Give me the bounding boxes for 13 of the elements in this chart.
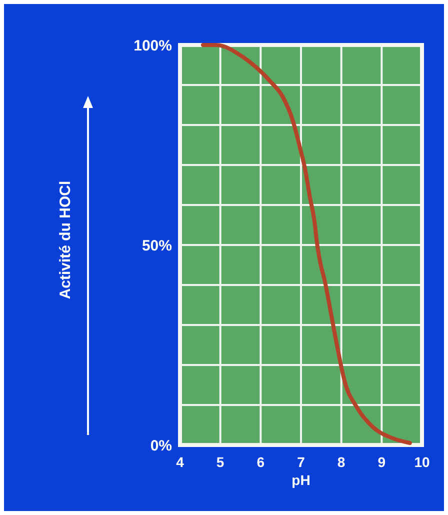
x-tick-label: 5: [216, 454, 224, 470]
x-axis-title: pH: [292, 472, 310, 488]
y-tick-label: 50%: [142, 237, 172, 254]
y-tick-label: 0%: [150, 437, 172, 454]
x-tick-label: 4: [176, 454, 184, 470]
x-tick-label: 7: [297, 454, 306, 470]
x-tick-label: 6: [256, 454, 265, 470]
x-tick-label: 10: [414, 454, 430, 470]
y-tick-label: 100%: [134, 37, 172, 54]
x-tick-label: 8: [337, 454, 346, 470]
x-tick-label: 9: [378, 454, 386, 470]
y-axis-title: Activité du HOCl: [57, 180, 74, 300]
line-series: [200, 43, 412, 445]
